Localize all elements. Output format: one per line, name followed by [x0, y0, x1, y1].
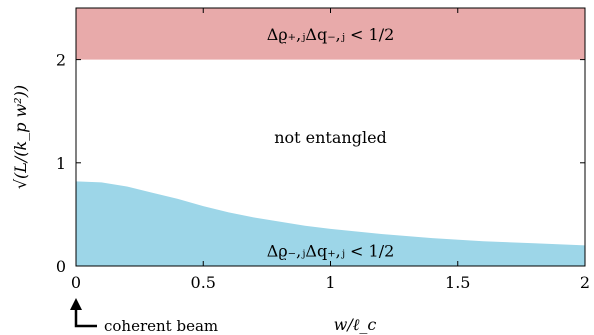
x-axis-ticks: 0 0.5 1 1.5 2 [71, 8, 590, 292]
y-axis-title: √(L/(k_p w²)) [11, 85, 30, 189]
x-tick-label: 2 [580, 273, 590, 292]
arrowhead-icon [70, 298, 82, 310]
not-entangled-label: not entangled [274, 128, 387, 147]
y-tick-label: 2 [56, 51, 66, 70]
y-tick-label: 0 [56, 257, 66, 276]
coherent-beam-label: coherent beam [104, 317, 218, 335]
x-tick-label: 1 [325, 273, 335, 292]
upper-region-label: Δϱ₊,ⱼΔq₋,ⱼ < 1/2 [267, 25, 395, 44]
entangled-upper-region [76, 8, 585, 60]
x-axis-title: w/ℓ_c [334, 315, 377, 334]
y-axis-ticks: 0 1 2 [56, 51, 585, 276]
x-tick-label: 0.5 [191, 273, 216, 292]
x-tick-label: 0 [71, 273, 81, 292]
entangled-lower-region [76, 181, 585, 266]
coherent-beam-arrow-icon [74, 308, 97, 328]
y-tick-label: 1 [56, 154, 66, 173]
lower-region-label: Δϱ₋,ⱼΔq₊,ⱼ < 1/2 [267, 242, 395, 261]
x-tick-label: 1.5 [445, 273, 470, 292]
